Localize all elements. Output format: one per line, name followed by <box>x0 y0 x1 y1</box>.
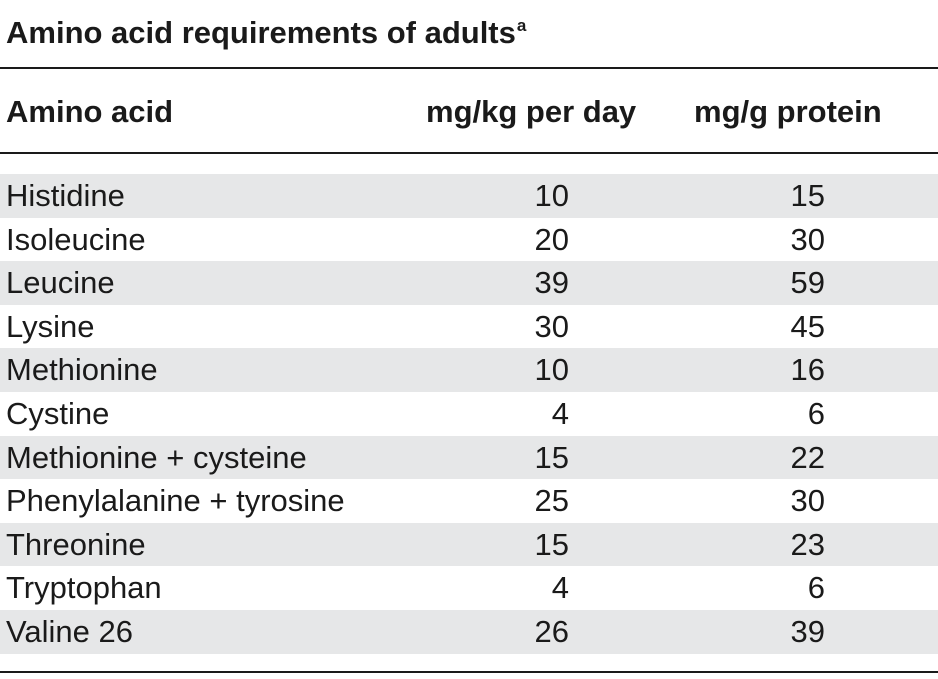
cell-mg-g-protein: 30 <box>790 221 825 257</box>
header-mg-g-protein: mg/g protein <box>694 94 882 129</box>
cell-mg-kg-per-day: 10 <box>534 352 569 388</box>
bottom-rule <box>0 671 938 673</box>
cell-amino-acid: Methionine <box>6 352 158 388</box>
cell-mg-kg-per-day: 4 <box>551 395 569 431</box>
table-row: Threonine 15 23 <box>0 522 938 567</box>
cell-mg-kg-per-day: 30 <box>534 308 569 344</box>
cell-amino-acid: Methionine + cysteine <box>6 439 307 475</box>
cell-amino-acid: Leucine <box>6 265 115 301</box>
cell-mg-g-protein: 45 <box>790 308 825 344</box>
table-row: Phenylalanine + tyrosine 25 30 <box>0 479 938 523</box>
table-header-row: Amino acid mg/kg per day mg/g protein <box>0 90 938 134</box>
cell-amino-acid: Phenylalanine + tyrosine <box>6 483 345 519</box>
table-row: Methionine + cysteine 15 22 <box>0 435 938 480</box>
table-title-text: Amino acid requirements of adults <box>6 15 516 50</box>
table-body: Histidine 10 15 Isoleucine 20 30 Leucine… <box>0 174 938 654</box>
cell-mg-g-protein: 6 <box>807 395 825 431</box>
table-title: Amino acid requirements of adultsa <box>6 6 526 53</box>
cell-mg-g-protein: 30 <box>790 483 825 519</box>
table-row: Tryptophan 4 6 <box>0 566 938 610</box>
cell-amino-acid: Lysine <box>6 308 95 344</box>
cell-mg-g-protein: 6 <box>807 570 825 606</box>
cell-mg-g-protein: 39 <box>790 613 825 649</box>
table-row: Histidine 10 15 <box>0 174 938 218</box>
table-row: Lysine 30 45 <box>0 305 938 349</box>
cell-mg-g-protein: 23 <box>790 526 825 562</box>
cell-mg-g-protein: 59 <box>790 265 825 301</box>
table-row: Methionine 10 16 <box>0 348 938 392</box>
table-row: Leucine 39 59 <box>0 261 938 305</box>
cell-amino-acid: Tryptophan <box>6 570 162 606</box>
cell-mg-kg-per-day: 4 <box>551 570 569 606</box>
cell-amino-acid: Threonine <box>6 526 146 562</box>
cell-mg-g-protein: 15 <box>790 178 825 213</box>
cell-mg-kg-per-day: 15 <box>534 439 569 475</box>
header-mg-kg-per-day: mg/kg per day <box>426 94 637 129</box>
cell-mg-kg-per-day: 20 <box>534 221 569 257</box>
cell-amino-acid: Valine 26 <box>6 613 133 649</box>
table-row: Valine 26 26 39 <box>0 609 938 654</box>
cell-amino-acid: Isoleucine <box>6 221 146 257</box>
cell-mg-kg-per-day: 25 <box>534 483 569 519</box>
cell-mg-kg-per-day: 10 <box>534 178 569 213</box>
cell-mg-kg-per-day: 15 <box>534 526 569 562</box>
cell-mg-g-protein: 22 <box>790 439 825 475</box>
cell-mg-kg-per-day: 26 <box>534 613 569 649</box>
header-amino-acid: Amino acid <box>6 94 174 129</box>
cell-mg-g-protein: 16 <box>790 352 825 388</box>
cell-amino-acid: Histidine <box>6 178 125 213</box>
table-row: Cystine 4 6 <box>0 392 938 436</box>
top-rule <box>0 67 938 69</box>
header-rule <box>0 152 938 154</box>
table-row: Isoleucine 20 30 <box>0 218 938 262</box>
cell-amino-acid: Cystine <box>6 395 110 431</box>
title-footnote-marker: a <box>516 16 527 35</box>
cell-mg-kg-per-day: 39 <box>534 265 569 301</box>
